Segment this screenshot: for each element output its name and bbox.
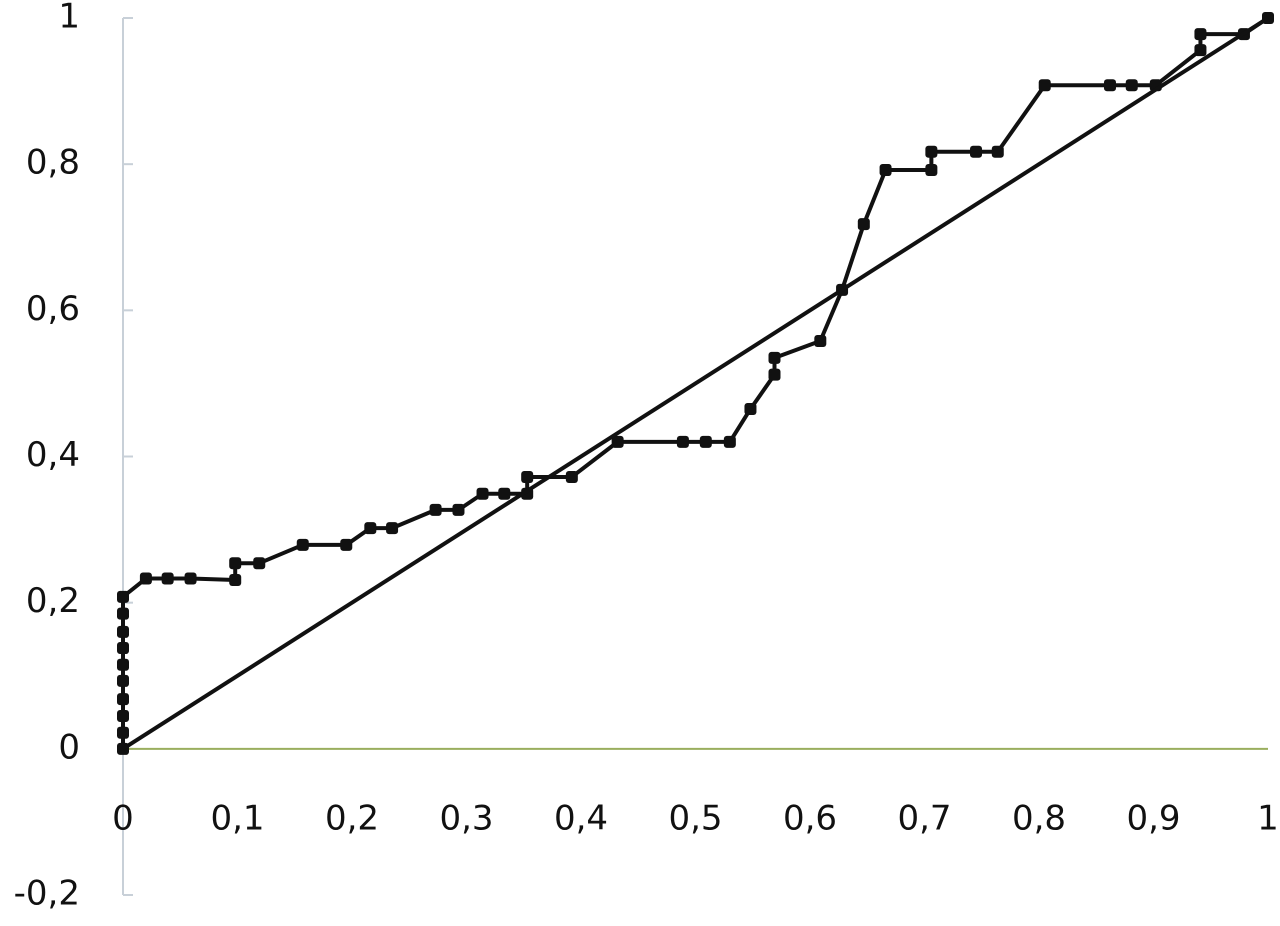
x-tick-label: 0,1	[210, 799, 264, 839]
marker	[991, 145, 1004, 158]
y-tick-label: 0,8	[26, 143, 80, 183]
marker	[1038, 79, 1051, 92]
marker	[117, 625, 129, 638]
marker	[117, 658, 129, 671]
marker	[1103, 79, 1116, 92]
series-line	[121, 16, 1270, 751]
marker	[139, 572, 152, 585]
marker	[521, 470, 534, 483]
marker	[229, 557, 242, 570]
x-tick-label: 0,6	[783, 799, 837, 839]
y-tick-label: 0,4	[26, 435, 80, 475]
marker	[744, 402, 757, 415]
y-tick-label: 0,6	[26, 289, 80, 329]
marker	[970, 145, 983, 158]
y-tick-label: -0,2	[14, 874, 80, 914]
marker	[340, 538, 353, 551]
x-tick-label: 0,5	[668, 799, 722, 839]
marker	[565, 470, 578, 483]
x-tick-label: 0,2	[325, 799, 379, 839]
marker	[476, 487, 489, 500]
marker	[117, 693, 129, 706]
marker	[814, 335, 827, 348]
marker	[699, 435, 712, 448]
x-tick-label: 1	[1257, 799, 1279, 839]
marker	[117, 709, 129, 722]
marker	[429, 503, 442, 516]
y-tick-label: 0	[58, 727, 80, 767]
marker	[117, 674, 129, 687]
marker	[925, 145, 938, 158]
marker	[184, 572, 197, 585]
marker	[1194, 44, 1207, 57]
marker	[296, 538, 309, 551]
marker	[1125, 79, 1138, 92]
marker	[117, 607, 129, 620]
y-tick-label: 1	[58, 0, 80, 37]
x-tick-label: 0,4	[554, 799, 608, 839]
marker	[498, 487, 511, 500]
x-tick-label: 0	[112, 799, 134, 839]
marker	[768, 351, 781, 364]
x-tick-label: 0,3	[439, 799, 493, 839]
marker	[1194, 28, 1207, 41]
marker	[676, 435, 689, 448]
marker	[117, 641, 129, 654]
marker	[386, 522, 399, 535]
x-tick-label: 0,8	[1012, 799, 1066, 839]
marker	[879, 164, 892, 177]
marker	[229, 574, 242, 587]
marker	[364, 522, 377, 535]
marker	[117, 590, 129, 603]
marker	[768, 368, 781, 381]
marker	[925, 164, 938, 177]
x-tick-label: 0,9	[1126, 799, 1180, 839]
marker	[857, 218, 870, 231]
marker	[611, 435, 624, 448]
marker	[253, 557, 266, 570]
marker	[723, 435, 736, 448]
marker	[161, 572, 174, 585]
marker	[117, 726, 129, 739]
x-tick-label: 0,7	[897, 799, 951, 839]
y-tick-label: 0,2	[26, 581, 80, 621]
marker	[452, 503, 465, 516]
